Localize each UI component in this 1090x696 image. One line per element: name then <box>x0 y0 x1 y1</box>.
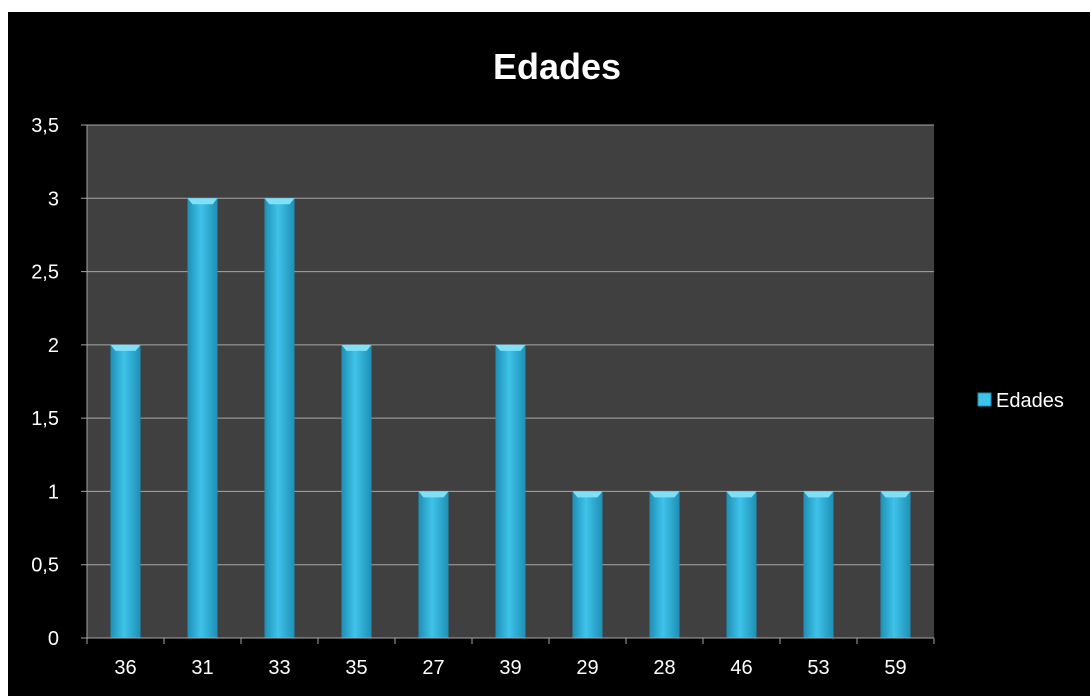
bar-top-bevel <box>803 491 834 498</box>
y-tick-label: 1,5 <box>31 408 59 430</box>
x-tick-labels: 36 31 33 35 27 39 29 28 46 53 59 <box>114 657 906 679</box>
y-tick-label: 3,5 <box>31 115 59 137</box>
bar <box>803 491 834 638</box>
x-tick-label: 46 <box>730 657 752 679</box>
bar-body <box>803 491 834 638</box>
bar-body <box>264 198 295 639</box>
x-tick-label: 35 <box>345 657 367 679</box>
bar-chart: Edades 0 0,5 1 1,5 2 2,5 3 3,5 36 31 33 35 27 39 29 28… <box>31 46 1064 679</box>
x-tick-label: 33 <box>268 657 290 679</box>
bar-top-bevel <box>880 491 911 498</box>
bar-top-bevel <box>264 198 295 205</box>
y-tick-label: 2 <box>48 335 59 357</box>
y-tick-labels: 0 0,5 1 1,5 2 2,5 3 3,5 <box>31 115 59 650</box>
bar-top-bevel <box>726 491 757 498</box>
bar-body <box>341 344 372 638</box>
bar-body <box>726 491 757 638</box>
bar-body <box>572 491 603 638</box>
bar-body <box>110 344 141 638</box>
bars <box>110 198 911 639</box>
x-tick-label: 59 <box>884 657 906 679</box>
chart-title: Edades <box>493 46 621 87</box>
legend-swatch <box>977 392 992 407</box>
bar-body <box>418 491 449 638</box>
x-tick-label: 29 <box>576 657 598 679</box>
bar <box>418 491 449 638</box>
chart-frame: Edades 0 0,5 1 1,5 2 2,5 3 3,5 36 31 33 35 27 39 29 28… <box>8 12 1090 696</box>
x-tick-label: 36 <box>114 657 136 679</box>
x-tick-label: 31 <box>191 657 213 679</box>
bar-top-bevel <box>495 344 526 351</box>
y-tick-label: 0 <box>48 628 59 650</box>
bar-body <box>649 491 680 638</box>
bar <box>880 491 911 638</box>
x-tick-label: 27 <box>422 657 444 679</box>
legend-label: Edades <box>996 390 1064 412</box>
bar-top-bevel <box>649 491 680 498</box>
bar <box>572 491 603 638</box>
bar-top-bevel <box>418 491 449 498</box>
bar <box>264 198 295 639</box>
x-tick-label: 39 <box>499 657 521 679</box>
bar <box>110 344 141 638</box>
y-tick-label: 3 <box>48 188 59 210</box>
bar-body <box>880 491 911 638</box>
y-tick-label: 2,5 <box>31 262 59 284</box>
bar <box>726 491 757 638</box>
x-tick-label: 53 <box>807 657 829 679</box>
bar <box>649 491 680 638</box>
bar-body <box>495 344 526 638</box>
bar-top-bevel <box>572 491 603 498</box>
legend: Edades <box>977 390 1064 412</box>
bar-top-bevel <box>110 344 141 351</box>
axes <box>86 125 935 644</box>
y-tick-label: 1 <box>48 481 59 503</box>
bar <box>187 198 218 639</box>
bar-body <box>187 198 218 639</box>
bar-top-bevel <box>187 198 218 205</box>
bar <box>495 344 526 638</box>
bar-top-bevel <box>341 344 372 351</box>
y-tick-label: 0,5 <box>31 555 59 577</box>
bar <box>341 344 372 638</box>
x-tick-label: 28 <box>653 657 675 679</box>
